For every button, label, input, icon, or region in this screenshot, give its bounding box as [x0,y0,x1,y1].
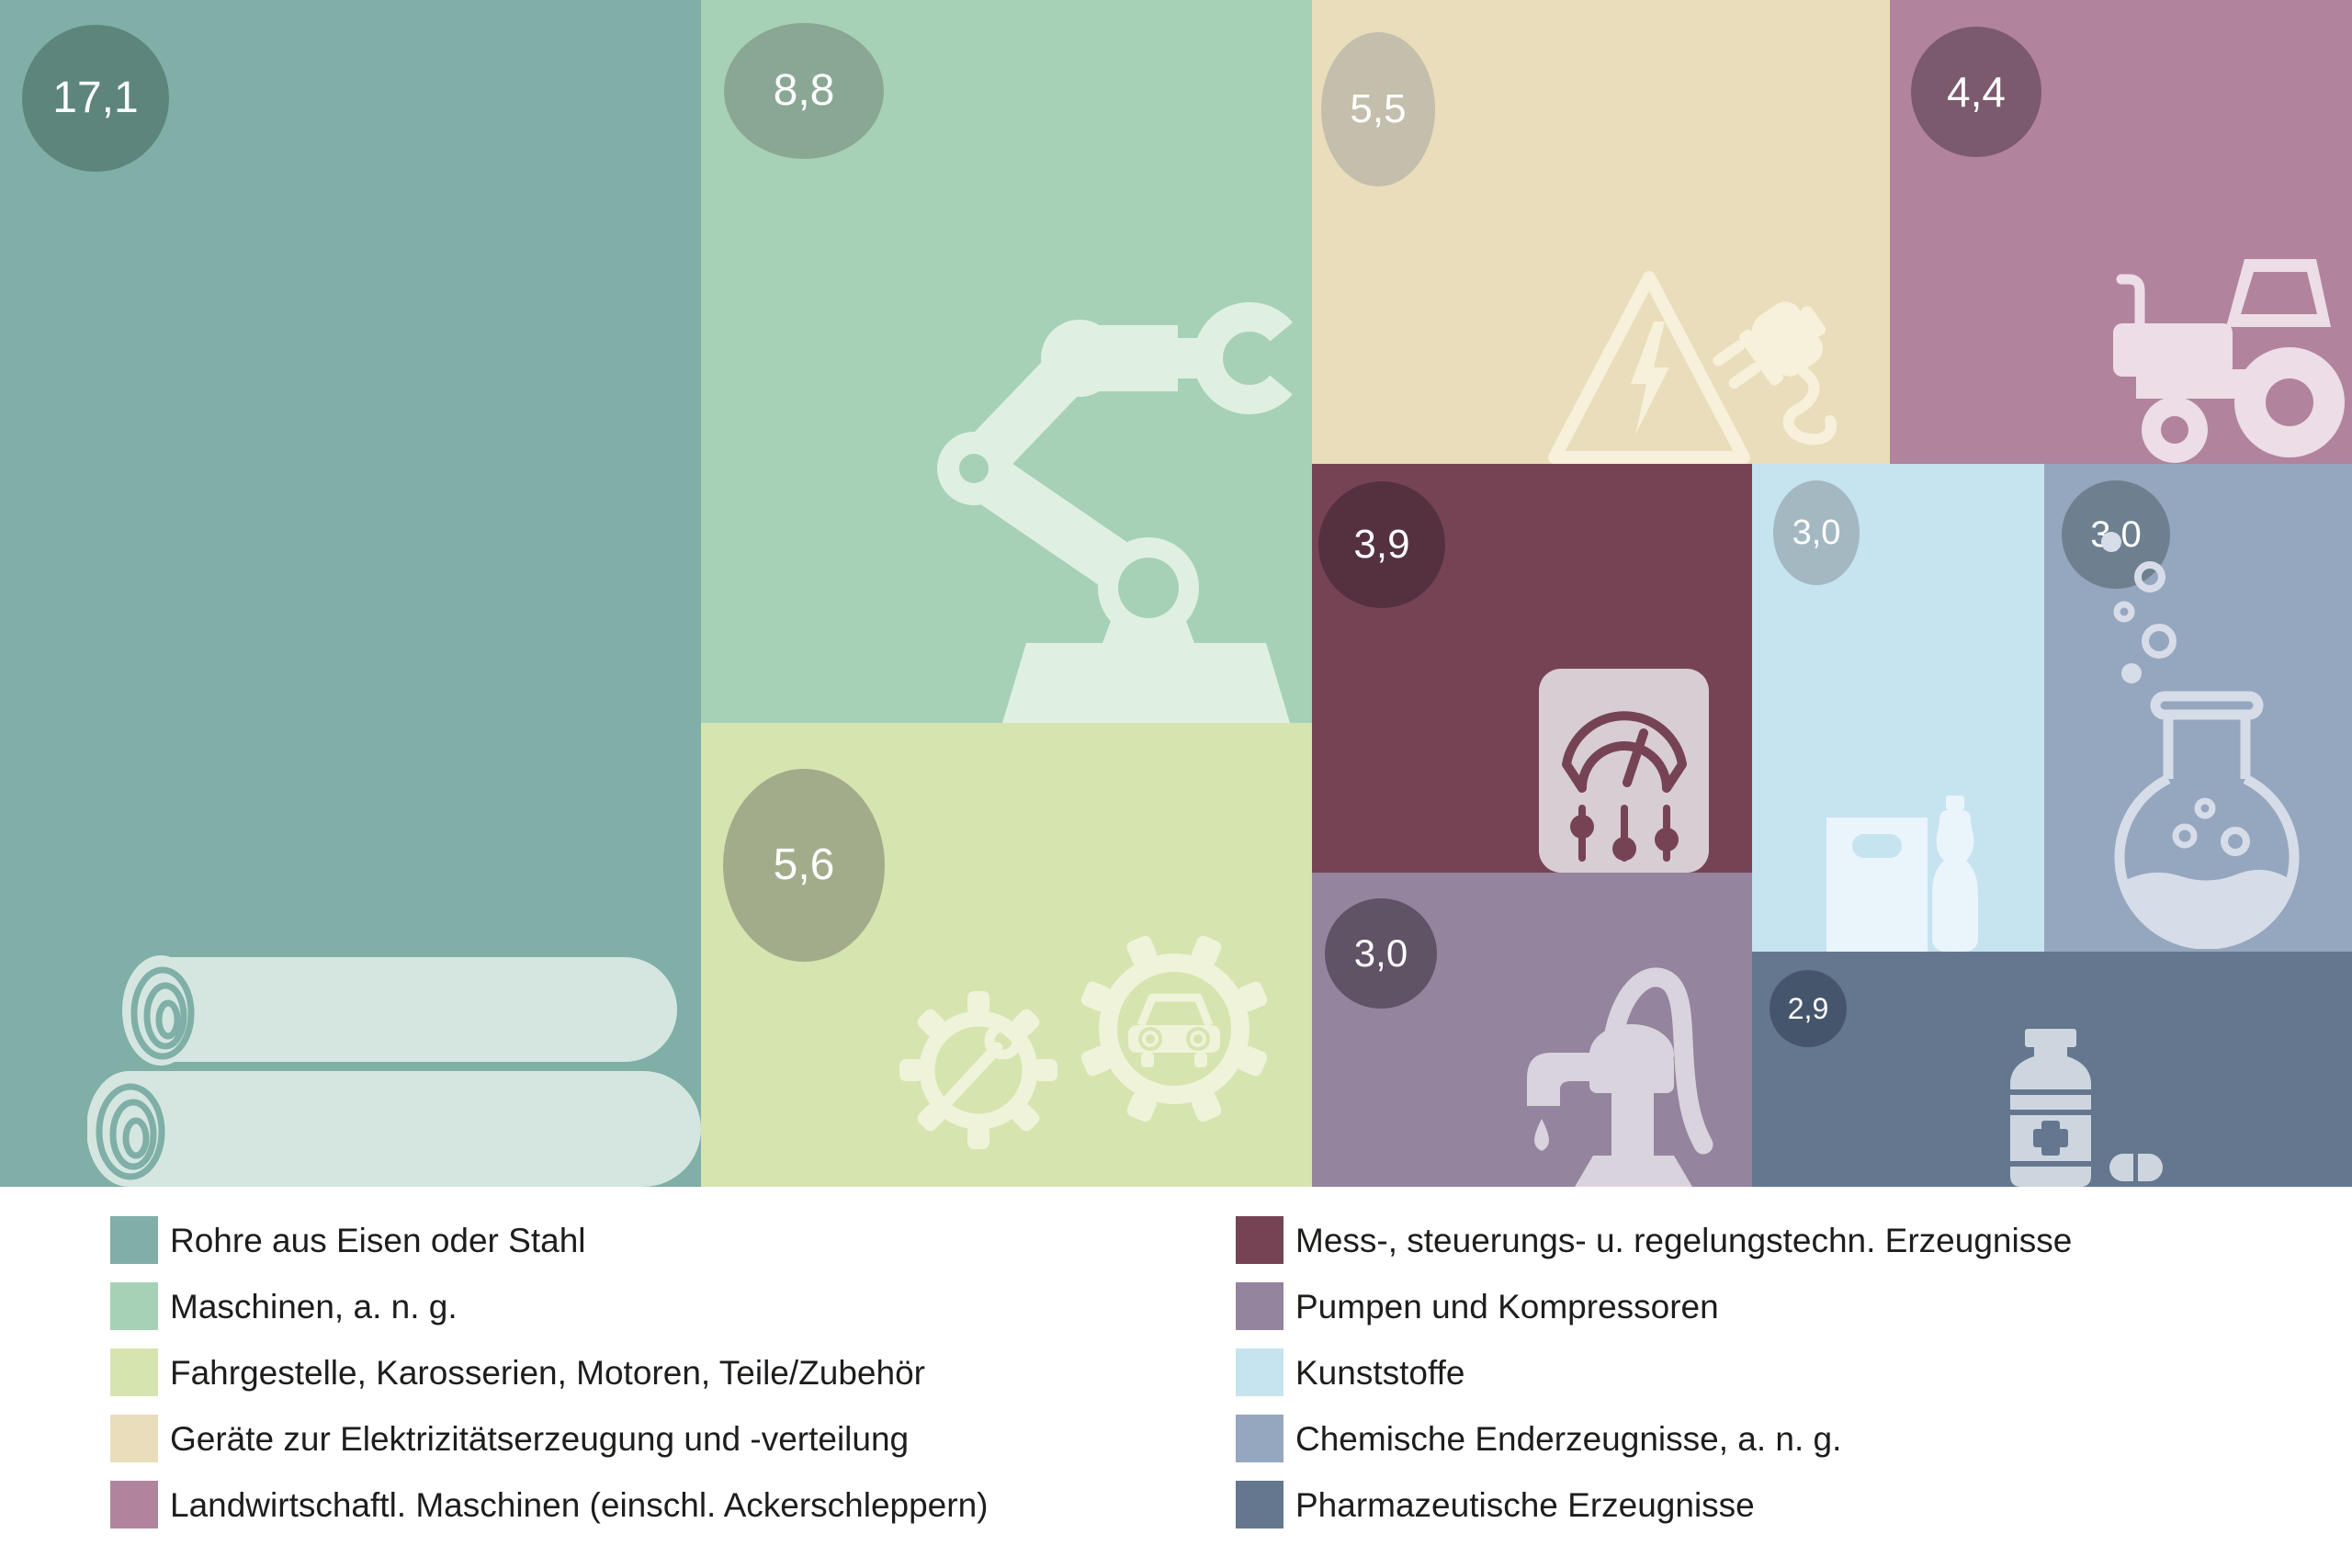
value-badge: 3,0 [1773,480,1860,585]
value-label: 5,5 [1350,86,1407,131]
plastic-bag-bottle-icon [1826,795,1978,952]
legend-swatch [1236,1348,1283,1396]
medicine-bottle-pill-icon [2010,1029,2163,1187]
tile-rohre-aus-eisen-oder-stahl: 17,1 [0,0,701,1187]
tile-pharmazeutische-erzeugnisse: 2,9 [1752,952,2352,1187]
value-badge: 3,9 [1318,481,1445,608]
value-badge: 2,9 [1770,970,1847,1047]
legend: Rohre aus Eisen oder Stahl Maschinen, a.… [0,1187,2352,1568]
robot-arm-icon [937,302,1306,723]
measuring-device-icon [1539,669,1709,873]
legend-label: Maschinen, a. n. g. [170,1287,458,1325]
value-label: 3,0 [1792,513,1841,552]
tile-chemische-enderzeugnisse: 3,0 [2044,464,2352,952]
tractor-icon [2113,259,2345,463]
legend-item-elektrizitaet: Geräte zur Elektrizitätserzeugung und -v… [110,1415,988,1462]
legend-label: Fahrgestelle, Karosserien, Motoren, Teil… [170,1353,925,1392]
legend-item-pumpen: Pumpen und Kompressoren [1236,1282,2072,1330]
chemistry-flask-icon [2101,532,2300,949]
tile-messtechnik: 3,9 [1312,464,1752,873]
legend-item-pharma: Pharmazeutische Erzeugnisse [1236,1481,2072,1529]
legend-label: Landwirtschaftl. Maschinen (einschl. Ack… [170,1485,989,1524]
hand-pump-icon [1527,967,1713,1187]
legend-item-landwirtschaft: Landwirtschaftl. Maschinen (einschl. Ack… [110,1481,988,1529]
legend-swatch [1236,1415,1283,1462]
legend-swatch [110,1348,158,1396]
legend-swatch [1236,1481,1283,1529]
value-label: 2,9 [1787,992,1829,1025]
legend-item-rohre: Rohre aus Eisen oder Stahl [110,1216,988,1264]
legend-label: Pumpen und Kompressoren [1295,1287,1719,1325]
tile-maschinen: 8,8 [701,0,1312,723]
legend-label: Kunststoffe [1295,1353,1465,1392]
value-badge: 5,5 [1321,32,1435,186]
legend-label: Chemische Enderzeugnisse, a. n. g. [1295,1419,1842,1458]
legend-item-fahrgestelle: Fahrgestelle, Karosserien, Motoren, Teil… [110,1348,988,1396]
legend-swatch [110,1481,158,1529]
treemap: 17,1 8,8 [0,0,2352,1187]
legend-label: Pharmazeutische Erzeugnisse [1295,1485,1755,1524]
value-label: 3,0 [1353,931,1408,975]
legend-item-kunststoffe: Kunststoffe [1236,1348,2072,1396]
legend-swatch [1236,1282,1283,1330]
gears-wrench-car-icon [899,935,1268,1149]
legend-label: Geräte zur Elektrizitätserzeugung und -v… [170,1419,910,1458]
legend-label: Rohre aus Eisen oder Stahl [170,1221,586,1259]
high-voltage-plug-icon [1548,271,1837,464]
legend-swatch [110,1282,158,1330]
value-badge: 4,4 [1911,27,2041,157]
tile-pumpen-kompressoren: 3,0 [1312,873,1752,1187]
value-label: 5,6 [773,840,835,889]
legend-swatch [110,1216,158,1264]
legend-item-messtechnik: Mess-, steuerungs- u. regelungstechn. Er… [1236,1216,2072,1264]
value-label: 3,9 [1353,522,1410,567]
legend-swatch [1236,1216,1283,1264]
legend-item-chemie: Chemische Enderzeugnisse, a. n. g. [1236,1415,2072,1462]
legend-item-maschinen: Maschinen, a. n. g. [110,1282,988,1330]
value-badge: 3,0 [1325,898,1437,1009]
legend-column-left: Rohre aus Eisen oder Stahl Maschinen, a.… [110,1216,988,1529]
tile-fahrgestelle: 5,6 [701,723,1312,1187]
legend-label: Mess-, steuerungs- u. regelungstechn. Er… [1295,1221,2073,1259]
value-label: 4,4 [1947,68,2006,116]
tile-landwirtschaftliche-maschinen: 4,4 [1890,0,2352,464]
legend-swatch [110,1415,158,1462]
tile-elektrizitaetserzeugung: 5,5 [1312,0,1890,464]
value-badge: 8,8 [724,23,884,159]
value-label: 8,8 [773,66,835,115]
legend-column-right: Mess-, steuerungs- u. regelungstechn. Er… [1236,1216,2072,1529]
steel-pipes-icon [87,955,701,1187]
value-badge: 5,6 [723,769,885,962]
tile-kunststoffe: 3,0 [1752,464,2044,952]
value-label: 17,1 [52,73,139,122]
value-badge: 17,1 [22,25,169,172]
